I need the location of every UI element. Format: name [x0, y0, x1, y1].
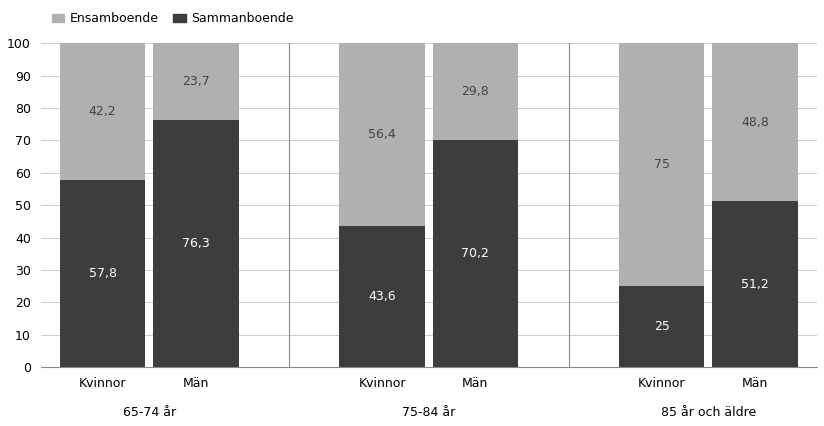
Text: 65-74 år: 65-74 år: [123, 406, 176, 419]
Text: 29,8: 29,8: [461, 85, 489, 98]
Bar: [60, 43, 145, 180]
Bar: [60, 180, 145, 367]
Bar: [153, 43, 239, 120]
Text: 43,6: 43,6: [368, 290, 396, 303]
Bar: [619, 286, 705, 367]
Bar: [712, 43, 798, 201]
Text: 70,2: 70,2: [461, 247, 489, 260]
Text: 85 år och äldre: 85 år och äldre: [661, 406, 756, 419]
Text: 23,7: 23,7: [182, 75, 210, 88]
Text: 51,2: 51,2: [741, 278, 769, 291]
Legend: Ensamboende, Sammanboende: Ensamboende, Sammanboende: [47, 8, 298, 31]
Bar: [433, 140, 518, 367]
Text: 42,2: 42,2: [89, 105, 116, 118]
Text: 56,4: 56,4: [368, 128, 396, 141]
Bar: [339, 43, 425, 226]
Text: 75: 75: [653, 158, 670, 171]
Text: 48,8: 48,8: [741, 116, 769, 129]
Text: 57,8: 57,8: [89, 267, 117, 280]
Bar: [712, 201, 798, 367]
Bar: [339, 226, 425, 367]
Text: 75-84 år: 75-84 år: [402, 406, 456, 419]
Bar: [153, 120, 239, 367]
Bar: [619, 43, 705, 286]
Bar: [433, 43, 518, 140]
Text: 76,3: 76,3: [182, 237, 210, 250]
Text: 25: 25: [653, 320, 670, 333]
